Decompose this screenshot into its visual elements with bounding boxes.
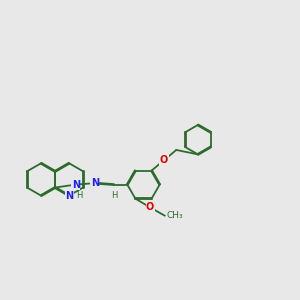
Text: N: N xyxy=(72,180,80,190)
Text: O: O xyxy=(160,155,168,165)
Text: N: N xyxy=(91,178,99,188)
Text: CH₃: CH₃ xyxy=(166,211,183,220)
Text: H: H xyxy=(76,191,83,200)
Text: N: N xyxy=(65,190,73,201)
Text: H: H xyxy=(111,191,118,200)
Text: O: O xyxy=(146,202,154,212)
